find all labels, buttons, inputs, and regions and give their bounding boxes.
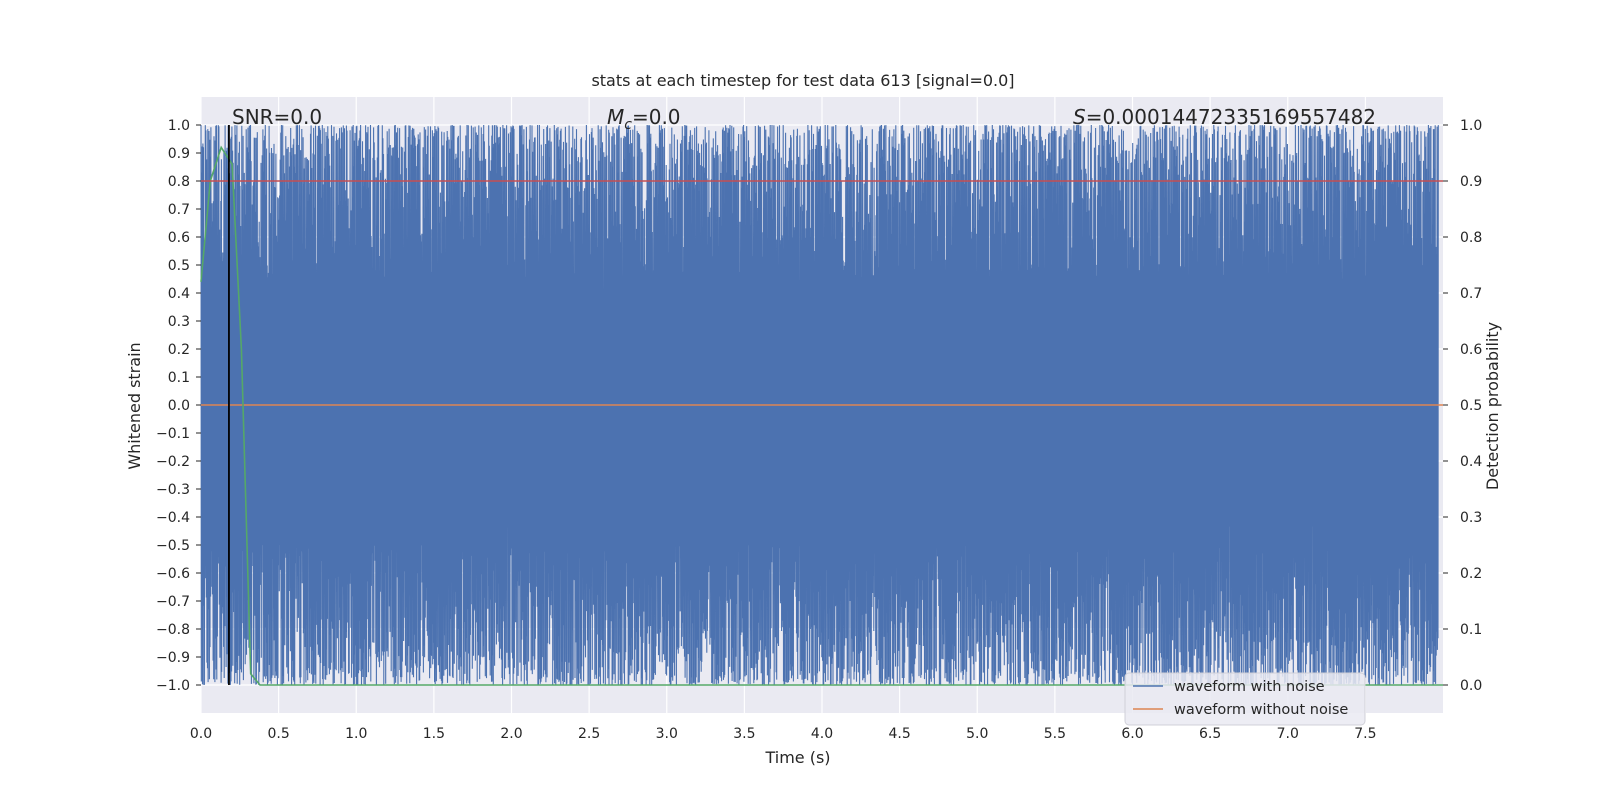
y-left-tick-label: 0.5 xyxy=(168,258,190,274)
x-tick-label: 3.0 xyxy=(656,726,678,742)
x-tick-label: 3.5 xyxy=(733,726,755,742)
s-annotation: S=0.00014472335169557482 xyxy=(1073,105,1376,129)
y-left-tick-label: −0.8 xyxy=(156,622,190,638)
y-left-tick-label: 1.0 xyxy=(168,118,190,134)
chirp-mass-subscript: c xyxy=(624,117,632,133)
x-tick-label: 6.0 xyxy=(1121,726,1143,742)
x-tick-label: 1.5 xyxy=(423,726,445,742)
y-axis-left-label: Whitened strain xyxy=(125,342,144,469)
y-right-tick-label: 0.0 xyxy=(1460,678,1482,694)
tick-labels: 0.0 0.5 1.0 1.5 2.0 2.5 3.0 3.5 4.0 4.5 5.0 5.5 6.0 6… xyxy=(156,118,1482,742)
series-waveform-with-noise xyxy=(200,124,1439,686)
legend-label-noise: waveform with noise xyxy=(1174,679,1325,695)
x-tick-label: 6.5 xyxy=(1199,726,1221,742)
legend-frame xyxy=(1124,672,1366,726)
x-tick-label: 2.5 xyxy=(578,726,600,742)
y-right-tick-label: 0.7 xyxy=(1460,286,1482,302)
y-left-tick-label: −0.2 xyxy=(156,454,190,470)
noise-waveform-line xyxy=(200,124,1439,686)
x-axis-label: Time (s) xyxy=(764,748,830,767)
x-tick-label: 2.0 xyxy=(500,726,522,742)
x-tick-label: 4.5 xyxy=(888,726,910,742)
y-left-tick-label: 0.2 xyxy=(168,342,190,358)
y-left-tick-label: 0.9 xyxy=(168,146,190,162)
chirp-mass-value: =0.0 xyxy=(632,105,681,129)
snr-annotation: SNR=0.0 xyxy=(232,105,322,129)
y-right-tick-label: 0.8 xyxy=(1460,230,1482,246)
x-tick-label: 0.0 xyxy=(190,726,212,742)
series-line-2 xyxy=(200,145,1443,686)
y-left-tick-label: 0.6 xyxy=(168,230,190,246)
s-symbol: S xyxy=(1073,105,1086,129)
series-lines xyxy=(200,125,1443,686)
chirp-mass-symbol: M xyxy=(607,105,624,129)
y-right-tick-label: 0.5 xyxy=(1460,398,1482,414)
y-left-tick-label: 0.0 xyxy=(168,398,190,414)
y-left-tick-label: −0.9 xyxy=(156,650,190,666)
x-tick-label: 7.0 xyxy=(1277,726,1299,742)
y-left-tick-label: 0.3 xyxy=(168,314,190,330)
y-left-tick-label: −0.4 xyxy=(156,510,190,526)
y-right-tick-label: 0.3 xyxy=(1460,510,1482,526)
chirp-mass-annotation: Mc=0.0 xyxy=(607,105,681,133)
y-right-tick-label: 0.6 xyxy=(1460,342,1482,358)
y-right-tick-label: 0.2 xyxy=(1460,566,1482,582)
x-tick-label: 1.0 xyxy=(345,726,367,742)
y-left-tick-label: 0.4 xyxy=(168,286,190,302)
y-left-tick-label: 0.8 xyxy=(168,174,190,190)
y-right-tick-label: 1.0 xyxy=(1460,118,1482,134)
y-left-tick-label: 0.1 xyxy=(168,370,190,386)
y-right-tick-label: 0.9 xyxy=(1460,174,1482,190)
y-left-tick-label: −1.0 xyxy=(156,678,190,694)
chart-title: stats at each timestep for test data 613… xyxy=(591,71,1014,90)
y-left-tick-label: −0.7 xyxy=(156,594,190,610)
x-tick-label: 5.0 xyxy=(966,726,988,742)
legend: waveform with noise waveform without noi… xyxy=(1124,672,1366,726)
y-axis-right-label: Detection probability xyxy=(1483,322,1502,490)
y-left-tick-label: 0.7 xyxy=(168,202,190,218)
x-tick-label: 7.5 xyxy=(1354,726,1376,742)
x-tick-label: 0.5 xyxy=(267,726,289,742)
y-left-tick-label: −0.5 xyxy=(156,538,190,554)
y-left-tick-label: −0.6 xyxy=(156,566,190,582)
x-tick-label: 5.5 xyxy=(1044,726,1066,742)
y-left-tick-label: −0.3 xyxy=(156,482,190,498)
y-right-tick-label: 0.1 xyxy=(1460,622,1482,638)
y-left-tick-label: −0.1 xyxy=(156,426,190,442)
y-right-tick-label: 0.4 xyxy=(1460,454,1482,470)
legend-label-clean: waveform without noise xyxy=(1174,702,1348,718)
s-value: =0.00014472335169557482 xyxy=(1086,105,1376,129)
x-tick-label: 4.0 xyxy=(811,726,833,742)
